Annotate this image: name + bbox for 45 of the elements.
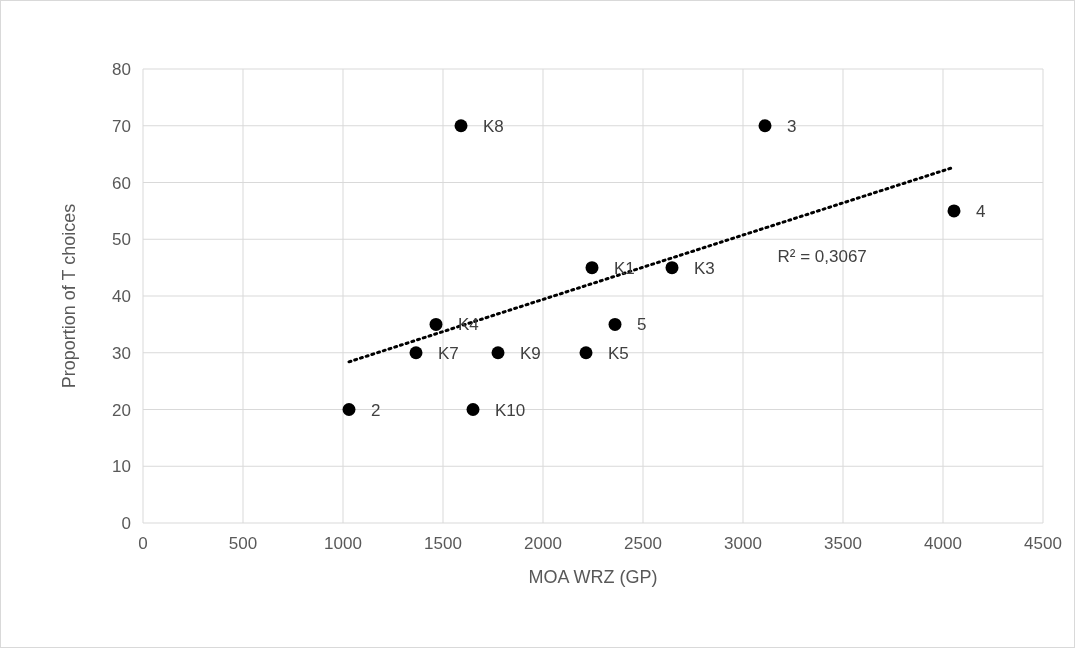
annotation: 2 — [371, 400, 381, 420]
x-tick-label: 1000 — [324, 534, 362, 553]
point — [665, 261, 679, 275]
annotation: 4 — [976, 201, 986, 221]
point — [608, 317, 622, 331]
x-tick-label: 3000 — [724, 534, 762, 553]
y-tick-label: 40 — [112, 287, 131, 306]
point — [758, 119, 772, 133]
annotation: R² = 0,3067 — [777, 246, 867, 266]
point — [409, 346, 423, 360]
y-tick-label: 30 — [112, 343, 131, 363]
annotation: K9 — [520, 343, 541, 363]
y-tick-label: 20 — [112, 400, 131, 420]
x-tick-label: 4500 — [1024, 534, 1062, 553]
point — [947, 204, 961, 218]
point — [585, 261, 599, 275]
annotation: K8 — [483, 116, 504, 136]
annotation: K5 — [608, 343, 629, 363]
x-tick-label: 2500 — [624, 534, 662, 553]
annotation: K7 — [438, 343, 459, 363]
x-tick-label: 0 — [138, 534, 148, 553]
x-tick-label: 500 — [228, 534, 258, 553]
y-tick-label: 60 — [112, 173, 131, 193]
y-tick-label: 80 — [112, 60, 131, 79]
annotation: 3 — [787, 116, 797, 136]
y-tick-label: 50 — [112, 230, 131, 250]
point — [429, 317, 443, 331]
point — [342, 403, 356, 416]
x-tick-label: 4000 — [924, 534, 962, 553]
annotation: K10 — [495, 400, 526, 420]
point — [466, 403, 480, 416]
annotation: K3 — [694, 258, 715, 278]
y-tick-label: 10 — [112, 457, 131, 477]
x-tick-label: 1500 — [424, 534, 462, 553]
point — [454, 119, 468, 133]
x-tick-label: 3500 — [824, 534, 862, 553]
y-axis-title: Proportion of T choices — [59, 203, 79, 389]
point — [579, 346, 593, 360]
annotation: 5 — [637, 315, 647, 335]
y-tick-label: 0 — [121, 514, 131, 533]
annotation: K1 — [614, 258, 635, 278]
y-tick-label: 70 — [112, 116, 131, 136]
x-axis-title: MOA WRZ (GP) — [528, 567, 658, 587]
point — [491, 346, 505, 360]
x-tick-label: 2000 — [524, 534, 562, 553]
